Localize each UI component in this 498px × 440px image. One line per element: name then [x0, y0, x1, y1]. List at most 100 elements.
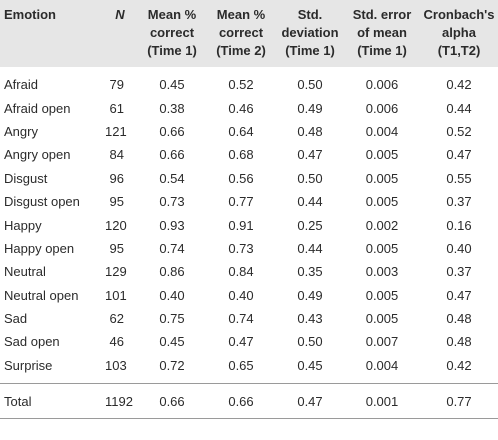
cell-n: 62 [109, 311, 124, 327]
cell-emotion: Afraid open [4, 100, 71, 116]
header-emotion-label: Emotion [4, 7, 56, 22]
cell-std-error: 0.005 [365, 311, 399, 327]
header-mean-time1-line3: (Time 1) [147, 43, 197, 58]
header-mean-time1-line1: Mean % [147, 7, 197, 22]
table-body: Afraid 79 0.45 0.52 0.50 0.006 0.42 Afraid open… [0, 67, 498, 384]
header-std-error-line1: Std. error [352, 7, 412, 22]
cell-mean-time1: 0.38 [159, 100, 185, 116]
cell-mean-time1: 0.45 [159, 77, 185, 93]
header-std-error-line3: (Time 1) [357, 43, 407, 58]
table-row: Neutral 129 0.86 0.84 0.35 0.003 0.37 [0, 260, 498, 283]
cell-std-deviation: 0.44 [297, 194, 323, 210]
cell-mean-time2: 0.52 [228, 77, 254, 93]
cell-mean-time2: 0.46 [228, 100, 254, 116]
table-row: Happy open 95 0.74 0.73 0.44 0.005 0.40 [0, 237, 498, 260]
cell-mean-time2: 0.91 [228, 217, 254, 233]
header-emotion: Emotion [0, 0, 102, 67]
header-mean-time1: Mean % correct (Time 1) [138, 0, 206, 67]
header-n: N [102, 0, 138, 67]
cell-cronbach-alpha: 0.40 [446, 240, 472, 256]
header-std-deviation-line2: deviation [281, 25, 339, 40]
header-cronbach-alpha-line2: alpha [442, 25, 476, 40]
cell-mean-time2: 0.73 [228, 240, 254, 256]
cell-mean-time1: 0.54 [159, 170, 185, 186]
cell-emotion: Happy [4, 217, 42, 233]
cell-cronbach-alpha: 0.52 [446, 123, 472, 139]
cell-std-error: 0.002 [365, 217, 399, 233]
total-row: Total 1192 0.66 0.66 0.47 0.001 0.77 [0, 383, 498, 420]
header-n-label: N [115, 7, 125, 22]
cell-std-deviation: 0.50 [297, 334, 323, 350]
cell-n: 61 [109, 100, 124, 116]
table-row: Surprise 103 0.72 0.65 0.45 0.004 0.42 [0, 354, 498, 377]
cell-cronbach-alpha: 0.16 [446, 217, 472, 233]
header-mean-time2-line3: (Time 2) [216, 43, 266, 58]
cell-emotion: Neutral open [4, 287, 79, 303]
cell-n: 120 [105, 217, 127, 233]
cell-mean-time1: 0.40 [159, 287, 185, 303]
cell-n: 79 [109, 77, 124, 93]
cell-std-error: 0.005 [365, 240, 399, 256]
cell-std-error: 0.006 [365, 100, 399, 116]
table-row: Afraid 79 0.45 0.52 0.50 0.006 0.42 [0, 67, 498, 96]
total-std-deviation: 0.47 [276, 383, 344, 420]
cell-std-deviation: 0.49 [297, 100, 323, 116]
cell-std-deviation: 0.47 [297, 147, 323, 163]
cell-std-deviation: 0.45 [297, 357, 323, 373]
cell-n: 46 [109, 334, 124, 350]
header-cronbach-alpha-line1: Cronbach's [423, 7, 495, 22]
table-row: Sad open 46 0.45 0.47 0.50 0.007 0.48 [0, 330, 498, 353]
cell-cronbach-alpha: 0.48 [446, 311, 472, 327]
cell-mean-time1: 0.73 [159, 194, 185, 210]
cell-std-error: 0.006 [365, 77, 399, 93]
cell-std-deviation: 0.50 [297, 77, 323, 93]
header-cronbach-alpha: Cronbach's alpha (T1,T2) [420, 0, 498, 67]
cell-emotion: Sad [4, 311, 28, 327]
cell-mean-time2: 0.77 [228, 194, 254, 210]
total-n: 1192 [102, 383, 138, 420]
cell-std-deviation: 0.44 [297, 240, 323, 256]
cell-cronbach-alpha: 0.44 [446, 100, 472, 116]
cell-std-error: 0.004 [365, 123, 399, 139]
cell-std-error: 0.003 [365, 264, 399, 280]
cell-mean-time1: 0.72 [159, 357, 185, 373]
cell-cronbach-alpha: 0.47 [446, 287, 472, 303]
cell-mean-time1: 0.74 [159, 240, 185, 256]
cell-mean-time1: 0.66 [159, 123, 185, 139]
cell-cronbach-alpha: 0.48 [446, 334, 472, 350]
total-mean-time2: 0.66 [206, 383, 276, 420]
cell-mean-time2: 0.56 [228, 170, 254, 186]
cell-emotion: Angry [4, 123, 38, 139]
cell-n: 121 [105, 123, 127, 139]
cell-std-deviation: 0.35 [297, 264, 323, 280]
cell-std-deviation: 0.25 [297, 217, 323, 233]
cell-std-deviation: 0.49 [297, 287, 323, 303]
cell-cronbach-alpha: 0.42 [446, 77, 472, 93]
cell-mean-time2: 0.84 [228, 264, 254, 280]
cell-cronbach-alpha: 0.37 [446, 264, 472, 280]
emotion-statistics-table: Emotion N Mean % correct (Time 1) Mean %… [0, 0, 498, 420]
total-mean-time1: 0.66 [138, 383, 206, 420]
cell-n: 103 [105, 357, 127, 373]
cell-std-deviation: 0.48 [297, 123, 323, 139]
cell-cronbach-alpha: 0.47 [446, 147, 472, 163]
header-mean-time2-line2: correct [218, 25, 264, 40]
cell-cronbach-alpha: 0.37 [446, 194, 472, 210]
cell-mean-time1: 0.86 [159, 264, 185, 280]
header-std-error: Std. error of mean (Time 1) [344, 0, 420, 67]
cell-n: 95 [109, 240, 124, 256]
cell-mean-time2: 0.74 [228, 311, 254, 327]
cell-n: 96 [109, 170, 124, 186]
cell-mean-time1: 0.66 [159, 147, 185, 163]
cell-mean-time1: 0.75 [159, 311, 185, 327]
cell-mean-time1: 0.93 [159, 217, 185, 233]
header-mean-time1-line2: correct [149, 25, 195, 40]
cell-n: 129 [105, 264, 127, 280]
cell-std-error: 0.005 [365, 287, 399, 303]
table-row: Afraid open 61 0.38 0.46 0.49 0.006 0.44 [0, 96, 498, 119]
cell-emotion: Angry open [4, 147, 71, 163]
table-row: Neutral open 101 0.40 0.40 0.49 0.005 0.47 [0, 284, 498, 307]
header-cronbach-alpha-line3: (T1,T2) [437, 43, 481, 58]
table-row: Disgust 96 0.54 0.56 0.50 0.005 0.55 [0, 167, 498, 190]
